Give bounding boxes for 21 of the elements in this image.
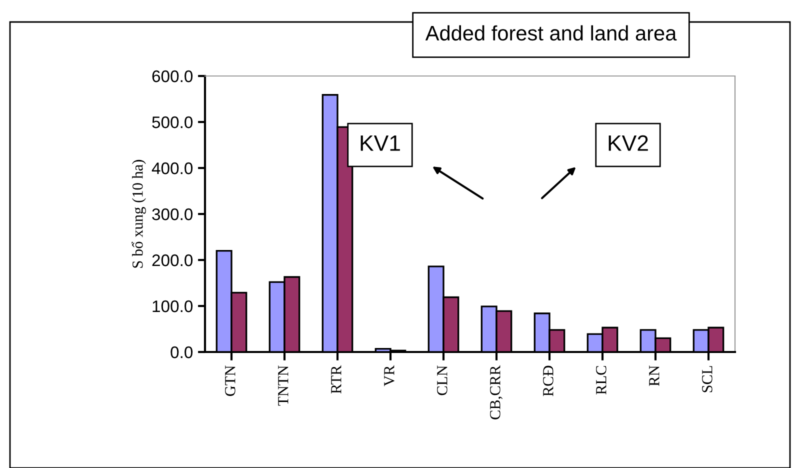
annotation: KV2 (608, 135, 648, 151)
y-tick-label: 600.0 (152, 70, 193, 82)
x-tick-label: TNTN (278, 366, 288, 406)
x-tick-label: RN (649, 366, 660, 386)
x-tick-label: GTN (225, 366, 236, 396)
y-tick-label: 100.0 (152, 300, 193, 312)
y-tick-label: 500.0 (152, 116, 193, 128)
x-tick-label: VR (384, 365, 394, 386)
y-tick-label: 300.0 (152, 208, 193, 220)
x-tick-label: SCL (702, 366, 712, 392)
annotation: KV1 (360, 135, 400, 151)
y-axis-title: S bổ xung (10 ha) (132, 160, 146, 268)
x-tick-label: RTR (331, 365, 342, 394)
x-tick-label: RCĐ (543, 366, 554, 396)
x-tick-label: CLN (437, 366, 448, 396)
x-tick-label: RLC (596, 366, 606, 394)
y-tick-label: 200.0 (152, 254, 193, 266)
chart-title: Added forest and land area (425, 25, 677, 41)
x-tick-label: CB,CRR (490, 365, 503, 420)
y-tick-label: 400.0 (152, 162, 193, 174)
y-tick-label: 0.0 (170, 346, 193, 358)
